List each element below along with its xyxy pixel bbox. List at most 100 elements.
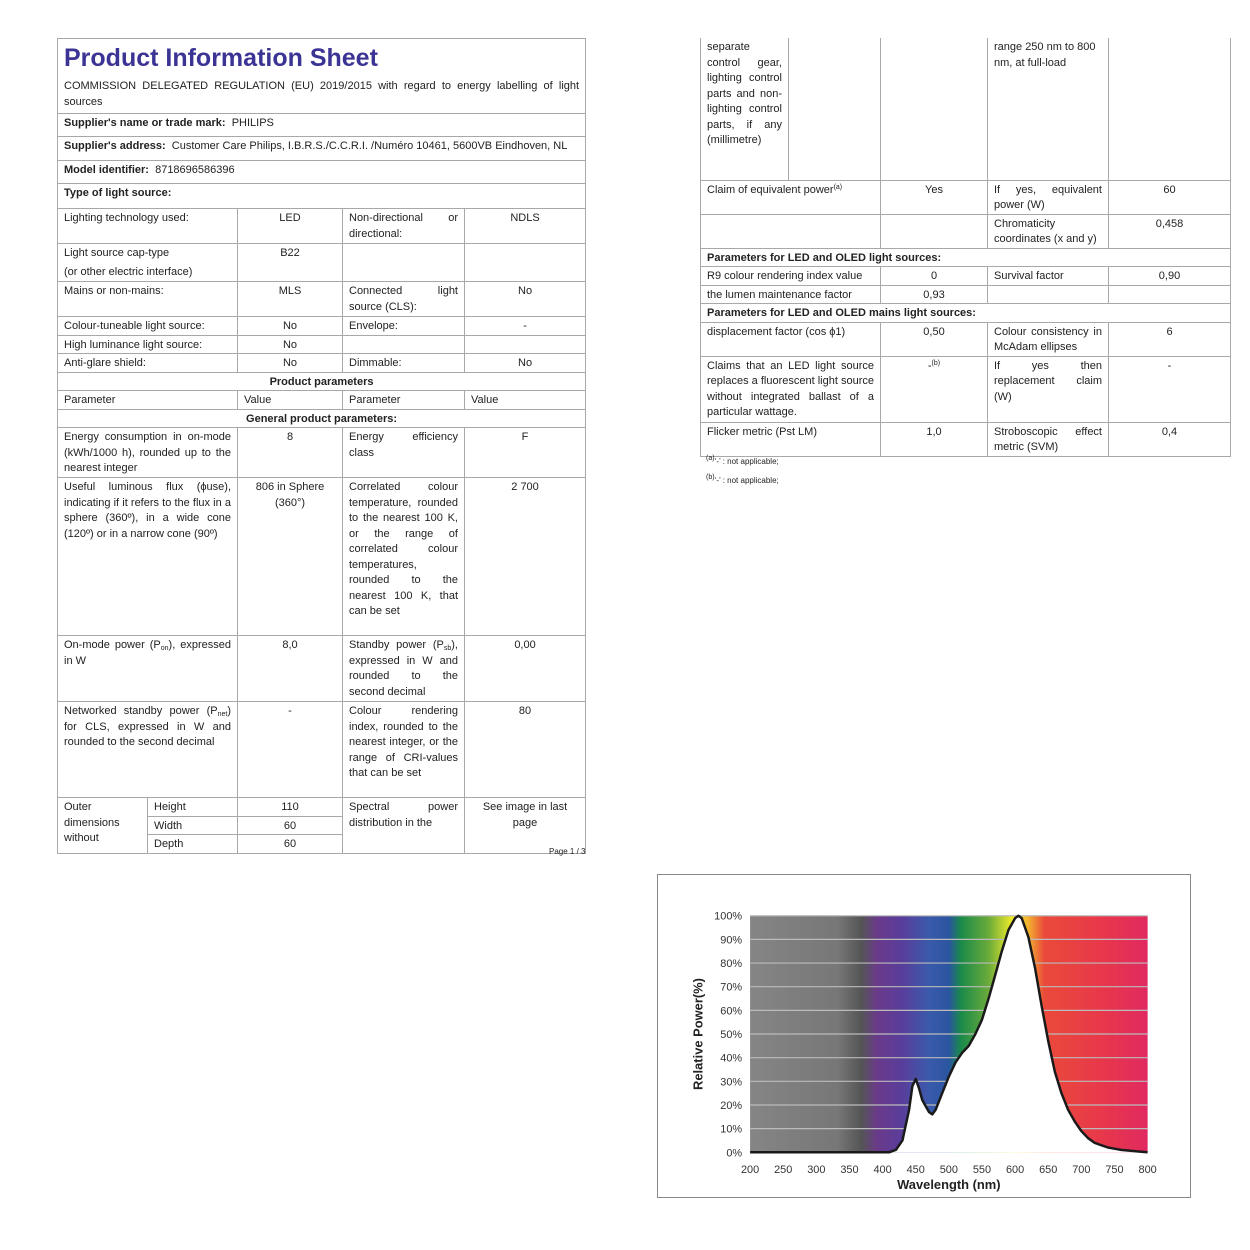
x-tick-label: 300 [807,1164,825,1176]
model-identifier-row: Model identifier: 8718696586396 [56,160,587,184]
plot-area: 0% 10% 20% 30% 40% 50% 60% 70% 80% 90% 100% 200 250 3… [714,911,1157,1176]
table-row: Claim of equivalent power(a) Yes If yes,… [700,179,1231,215]
param-value: 8 [237,427,343,478]
y-tick-label: 60% [720,1005,742,1017]
param-value: - [1108,355,1231,423]
param-value: 1,0 [880,421,988,457]
title-cell: Product Information Sheet COMMISSION DEL… [56,38,587,114]
table-row: Colour-tuneable light source: No Envelop… [57,316,587,336]
param-label: Colour-tuneable light source: [57,316,238,336]
table-row: Energy consumption in on-mode (kWh/1000 … [57,427,587,478]
param-label: Claims that an LED light source replaces… [700,355,881,423]
param-value: 0,00 [463,635,587,702]
param-label: Mains or non-mains: [57,281,238,317]
param-label: Survival factor [987,266,1109,286]
y-tick-label: 20% [720,1100,742,1112]
outer-dimensions-label: Outer dimensions without [57,797,148,854]
param-label [342,243,465,282]
param-label: Colour rendering index, rounded to the n… [342,701,465,798]
table-row: Claims that an LED light source replaces… [700,355,1231,423]
text: ) for CLS, expressed in W and rounded to… [64,705,231,748]
param-label: Chromaticity coordinates (x and y) [987,213,1109,249]
empty-cell [987,284,1109,304]
param-value: No [463,281,587,317]
table-row: Networked standby power (Pnet) for CLS, … [57,701,587,798]
table-row: On-mode power (Pon), expressed in W 8,0 … [57,635,587,702]
supplier-address-value: Customer Care Philips, I.B.R.S./C.C.R.I.… [171,140,568,152]
param-label: Stroboscopic effect metric (SVM) [987,421,1109,457]
page-title: Product Information Sheet [64,44,378,72]
x-tick-label: 250 [774,1164,792,1176]
column-header: Value [463,390,587,410]
table-row: Anti-glare shield: No Dimmable: No [57,353,587,373]
table-row: Chromaticity coordinates (x and y) 0,458 [700,213,1231,249]
param-value: 80 [463,701,587,798]
param-value: LED [237,208,343,244]
param-value: 8,0 [237,635,343,702]
table-row: the lumen maintenance factor 0,93 [700,284,1231,304]
param-label: separate control gear, lighting control … [700,38,789,181]
x-tick-label: 650 [1039,1164,1057,1176]
x-tick-label: 800 [1138,1164,1156,1176]
param-value: See image in last page [463,797,587,854]
param-value [463,334,587,354]
param-value: No [237,334,343,354]
x-tick-label: 500 [940,1164,958,1176]
y-axis-title: Relative Power(%) [690,978,705,1090]
footnote-b: (b)‘-’ : not applicable; [706,474,779,485]
footnote-text: ‘-’ : not applicable; [714,457,779,466]
param-label: If yes, equivalent power (W) [987,179,1109,215]
param-value: No [463,353,587,373]
table-row: High luminance light source: No [57,334,587,354]
x-tick-label: 600 [1006,1164,1024,1176]
spectrum-area [750,915,1148,1153]
table-row: separate control gear, lighting control … [700,38,1231,181]
text: ), expressed in W and rounded to the sec… [349,639,458,698]
param-label: Energy consumption in on-mode (kWh/1000 … [57,427,238,478]
spectral-power-chart: 0% 10% 20% 30% 40% 50% 60% 70% 80% 90% 100% 200 250 3… [657,874,1191,1198]
table-row: Mains or non-mains: MLS Connected light … [57,281,587,317]
text: - [927,359,932,372]
subscript: on [160,645,169,652]
param-label: Networked standby power (Pnet) for CLS, … [57,701,238,798]
footnote-text: ‘-’ : not applicable; [714,476,779,485]
text: Standby power (P [349,639,444,651]
param-label: Flicker metric (Pst LM) [700,421,881,457]
x-tick-label: 200 [741,1164,759,1176]
param-label: Light source cap-type (or other electric … [57,243,238,282]
param-label: Non-directional or directional: [342,208,465,244]
page-number: Page 1 / 3 [549,847,586,856]
general-parameters-heading: General product parameters: [56,408,587,428]
param-label: the lumen maintenance factor [700,284,881,304]
x-tick-label: 450 [907,1164,925,1176]
product-info-table-continued: separate control gear, lighting control … [700,38,1231,457]
supplier-name-row: Supplier's name or trade mark: PHILIPS [56,113,587,137]
footnote-mark: (b) [706,474,715,481]
param-value: NDLS [463,208,587,244]
param-label: Anti-glare shield: [57,353,238,373]
param-label: High luminance light source: [57,334,238,354]
text: Claim of equivalent power [707,183,834,196]
dimension-label: Height [147,797,238,817]
dimension-value: 110 [237,797,343,817]
table-row: Depth 60 [58,834,586,854]
subscript: net [217,711,228,718]
y-tick-label: 10% [720,1124,742,1136]
param-label: On-mode power (Pon), expressed in W [57,635,238,702]
param-value: 2 700 [463,477,587,636]
text: Networked standby power (P [64,705,218,717]
param-label [342,334,465,354]
param-value: F [463,427,587,478]
param-label: Connected light source (CLS): [342,281,465,317]
param-label: R9 colour rendering index value [700,266,881,286]
param-label: range 250 nm to 800 nm, at full-load [987,38,1109,181]
model-identifier-label: Model identifier: [64,164,149,176]
header-row: Parameter Value Parameter Value [57,390,587,410]
table-row: Useful luminous flux (ϕuse), indicating … [57,477,587,636]
empty-cell [700,213,881,249]
model-identifier-value: 8718696586396 [155,164,235,176]
column-header: Parameter [57,390,238,410]
param-label: Envelope: [342,316,465,336]
supplier-name-value: PHILIPS [231,117,274,129]
x-tick-label: 350 [840,1164,858,1176]
